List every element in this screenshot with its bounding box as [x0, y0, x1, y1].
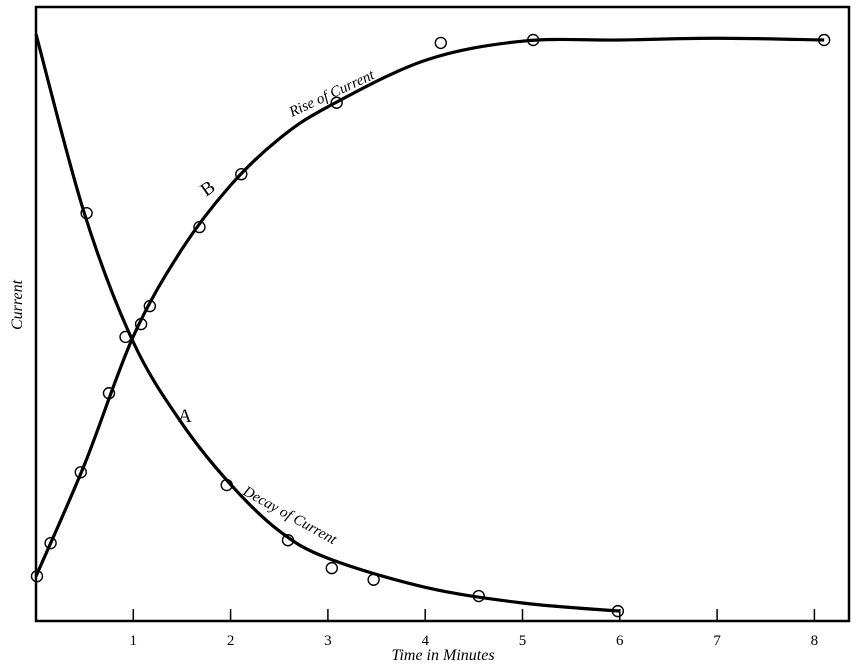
x-tick-label: 3 — [324, 633, 332, 649]
series-b-point — [330, 96, 343, 109]
series-a-point — [220, 478, 233, 492]
series-b-point — [235, 168, 248, 181]
series-b-point — [102, 387, 116, 400]
x-tick-label: 1 — [130, 633, 138, 649]
series-b-point — [119, 330, 132, 344]
x-tick-label: 5 — [519, 633, 527, 649]
series-a-point — [325, 561, 338, 575]
x-tick-label: 6 — [616, 633, 624, 649]
series-a-curve — [34, 33, 620, 613]
x-axis-label: Time in Minutes — [391, 647, 494, 664]
series-b-point — [74, 466, 87, 479]
series-b-point — [143, 299, 157, 313]
series-b-point — [193, 220, 206, 234]
plot-frame — [34, 5, 851, 623]
markers — [30, 33, 831, 618]
series-b-curve — [34, 36, 825, 577]
x-tick-label: 7 — [713, 633, 721, 649]
series-b-label: Rise of Current — [286, 67, 378, 121]
x-tick-label: 4 — [421, 633, 429, 649]
series-b-point — [434, 36, 447, 50]
series-b-point — [44, 536, 57, 550]
series-a-point — [281, 534, 295, 547]
x-ticks: 1 2 3 4 5 6 7 8 — [130, 609, 819, 649]
curves — [34, 33, 825, 613]
series-b-point — [134, 317, 148, 331]
series-b-point — [527, 33, 540, 47]
series-a-point — [611, 604, 625, 618]
y-axis-label: Current — [9, 279, 26, 330]
series-b-letter: B — [197, 177, 219, 201]
series-a-point — [80, 206, 93, 220]
series-b-point — [30, 570, 44, 583]
x-tick-label: 8 — [811, 633, 819, 649]
series-a-point — [367, 573, 380, 586]
series-a-point — [472, 589, 485, 603]
x-tick-label: 2 — [227, 633, 235, 649]
series-a-letter: A — [178, 406, 192, 427]
series-b-point — [817, 33, 831, 47]
